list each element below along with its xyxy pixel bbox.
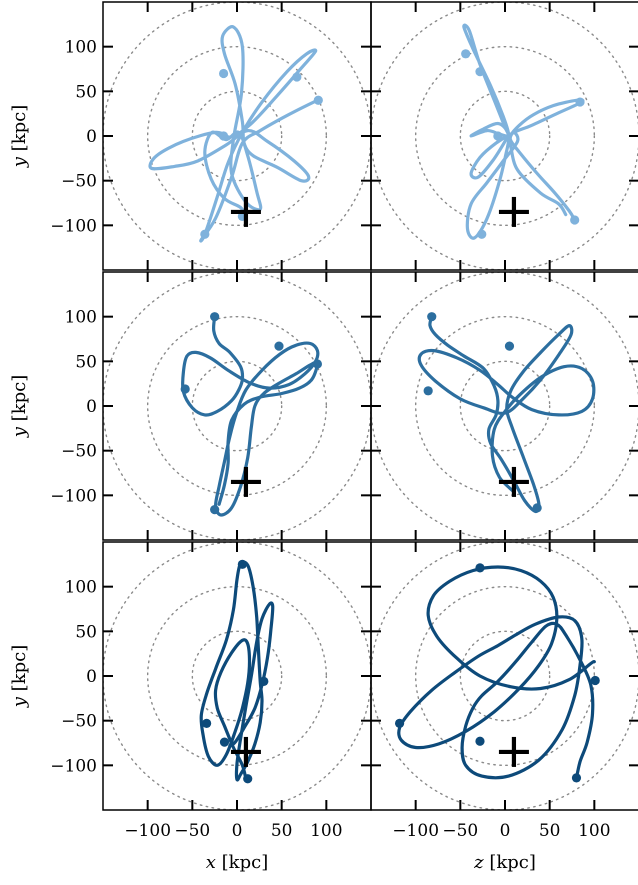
panel-row2-left: 100 50 0 −50 −100: [50, 271, 372, 541]
orbit-dot: [475, 563, 485, 573]
panel-row2-right: [370, 271, 638, 541]
panel-content: [103, 272, 371, 540]
y-tick-label: −100: [50, 756, 97, 776]
orbit-line: [148, 25, 319, 243]
orbit-dot: [202, 718, 212, 728]
panel-grid: 100500−50−100100500−50−100100500−50−100−…: [50, 1, 638, 841]
y-axis-label-var: y: [9, 156, 30, 168]
y-axis-label-var: y: [9, 426, 30, 438]
y-axis-label-var: y: [9, 696, 30, 708]
x-tick-label: 0: [500, 821, 511, 841]
orbit-dot: [493, 131, 503, 141]
reference-circle: [459, 90, 551, 182]
y-tick-label: 50: [75, 622, 97, 642]
y-tick-label: −50: [61, 712, 97, 732]
y-axis-labels: y [kpc]y [kpc]y [kpc]: [9, 105, 30, 708]
y-tick-label: 0: [86, 667, 97, 687]
x-tick-label: 100: [310, 821, 342, 841]
orbit-dot: [180, 384, 190, 394]
panel-row1-left: 100 50 0 −50 −100: [50, 1, 372, 271]
orbit-dot: [504, 341, 515, 351]
orbit-dot: [243, 774, 253, 784]
orbit-dot: [427, 312, 437, 322]
y-tick-label: −100: [50, 216, 97, 236]
reference-circle: [191, 630, 283, 722]
y-axis-label: y [kpc]: [9, 375, 30, 438]
orbit-dot: [237, 559, 247, 569]
panel-content: [103, 2, 371, 270]
orbit-dot: [219, 131, 229, 141]
y-axis-label-unit: [kpc]: [9, 105, 30, 157]
orbit-dot: [312, 359, 322, 369]
panel-frame: [370, 271, 638, 541]
orbit-dot: [313, 95, 323, 105]
orbit-dot: [571, 773, 582, 783]
reference-circle: [459, 360, 551, 452]
y-tick-label: −100: [50, 486, 97, 506]
x-tick-label: −100: [392, 821, 439, 841]
orbit-line: [397, 565, 596, 780]
y-tick-label: 50: [75, 352, 97, 372]
y-tick-label: −50: [61, 442, 97, 462]
y-tick-label: 0: [86, 127, 97, 147]
orbit-dot: [590, 675, 600, 686]
y-axis-label-unit: [kpc]: [9, 645, 30, 697]
reference-circle: [459, 630, 551, 722]
reference-circle: [414, 315, 596, 497]
orbit-line: [180, 315, 320, 517]
reference-circle: [414, 45, 596, 227]
orbit-dot: [575, 97, 585, 107]
orbit-dot: [532, 503, 542, 513]
orbit-dot: [200, 229, 210, 239]
x-tick-label: 0: [232, 821, 243, 841]
reference-circle: [371, 272, 638, 540]
x-tick-label: 50: [271, 821, 293, 841]
panel-row3-right: −100 −50 0 50 100: [370, 541, 638, 841]
panel-content: [371, 2, 638, 270]
orbit-dot: [274, 341, 284, 351]
panel-content: [371, 542, 638, 810]
y-axis-label: y [kpc]: [9, 105, 30, 168]
y-tick-label: −50: [61, 172, 97, 192]
reference-circle: [146, 45, 328, 227]
x-axis-label-left: x [kpc]: [206, 852, 268, 873]
orbit-dot: [210, 505, 220, 515]
y-axis-label-unit: [kpc]: [9, 375, 30, 427]
x-tick-label: −100: [124, 821, 171, 841]
y-tick-label: 100: [65, 308, 97, 328]
panel-content: [371, 272, 638, 540]
x-tick-label: 100: [578, 821, 610, 841]
orbit-dot: [394, 718, 405, 728]
orbit-dot: [570, 215, 580, 225]
orbit-dot: [423, 386, 433, 396]
orbit-dot: [461, 49, 471, 59]
y-tick-label: 100: [65, 38, 97, 58]
y-tick-label: 0: [86, 397, 97, 417]
orbit-line: [462, 23, 585, 240]
y-tick-label: 50: [75, 82, 97, 102]
orbit-dot: [219, 737, 230, 747]
orbit-dot: [477, 229, 487, 239]
orbit-dot: [210, 312, 220, 322]
orbit-line: [417, 315, 596, 514]
orbit-dot: [475, 736, 485, 746]
orbit-dot: [219, 68, 229, 79]
orbit-dot: [292, 72, 302, 82]
panel-content: [103, 542, 371, 810]
x-tick-label: −50: [442, 821, 478, 841]
orbit-line: [199, 560, 275, 782]
y-axis-label: y [kpc]: [9, 645, 30, 708]
x-axis-label-right: z [kpc]: [473, 852, 536, 873]
x-tick-label: 50: [539, 821, 561, 841]
panel-row1-right: [370, 1, 638, 271]
x-tick-label: −50: [174, 821, 210, 841]
y-tick-label: 100: [65, 578, 97, 598]
orbit-dot: [475, 67, 485, 77]
orbit-dot: [259, 676, 269, 686]
